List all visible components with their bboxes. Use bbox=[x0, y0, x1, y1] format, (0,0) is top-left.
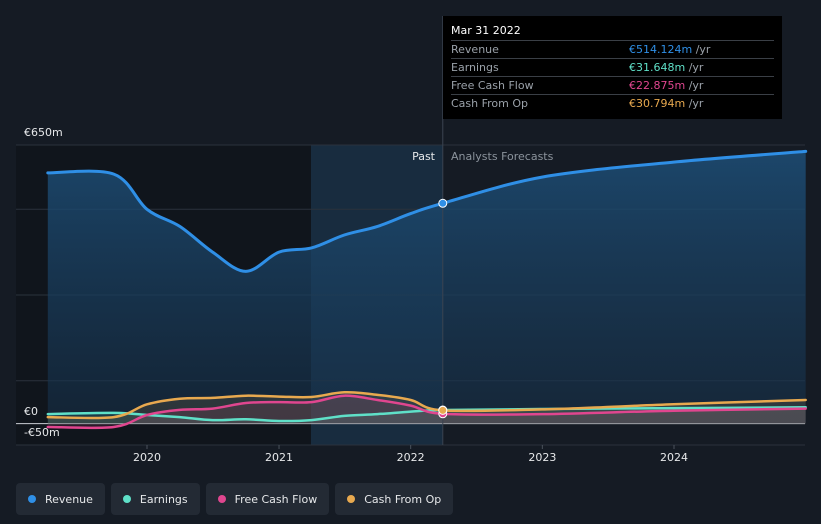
tooltip-row-unit: /yr bbox=[688, 79, 704, 92]
y-axis-zero-label: €0 bbox=[24, 405, 38, 418]
legend-dot-icon bbox=[28, 495, 36, 503]
legend-item-revenue[interactable]: Revenue bbox=[16, 483, 105, 515]
tooltip-row-cash-from-op: Cash From Op €30.794m /yr bbox=[451, 94, 774, 112]
y-axis-top-label: €650m bbox=[24, 126, 63, 139]
revenue-marker bbox=[438, 198, 448, 208]
tooltip-row-unit: /yr bbox=[688, 97, 704, 110]
tooltip-row-value: €31.648m bbox=[629, 61, 686, 74]
hover-tooltip: Mar 31 2022 Revenue €514.124m /yr Earnin… bbox=[443, 16, 782, 119]
legend-label: Earnings bbox=[139, 492, 188, 506]
tooltip-row-value: €22.875m bbox=[629, 79, 686, 92]
legend-label: Cash From Op bbox=[364, 492, 442, 506]
tooltip-row-label: Revenue bbox=[451, 43, 499, 56]
y-axis-bottom-label: -€50m bbox=[24, 426, 60, 439]
free-cash-flow-line bbox=[46, 394, 807, 430]
legend-item-earnings[interactable]: Earnings bbox=[110, 483, 200, 515]
x-tick-label: 2024 bbox=[660, 451, 688, 464]
series-lines bbox=[46, 149, 808, 430]
tooltip-date: Mar 31 2022 bbox=[451, 24, 521, 37]
cash-from-op-marker bbox=[438, 405, 448, 415]
legend-label: Free Cash Flow bbox=[234, 492, 318, 506]
past-label: Past bbox=[412, 150, 436, 163]
legend: Revenue Earnings Free Cash Flow Cash Fro… bbox=[16, 483, 454, 515]
tooltip-row-value: €514.124m bbox=[629, 43, 693, 56]
revenue-area bbox=[47, 151, 806, 424]
x-axis-ticks: 2020 2021 2022 2023 2024 bbox=[133, 445, 688, 464]
legend-item-free-cash-flow[interactable]: Free Cash Flow bbox=[205, 483, 330, 515]
tooltip-row-label: Free Cash Flow bbox=[451, 79, 534, 92]
cash-from-op-line bbox=[46, 390, 807, 420]
x-tick-label: 2021 bbox=[265, 451, 293, 464]
tooltip-row-value: €30.794m bbox=[629, 97, 686, 110]
tooltip-row-earnings: Earnings €31.648m /yr bbox=[451, 58, 774, 76]
legend-item-cash-from-op[interactable]: Cash From Op bbox=[335, 483, 454, 515]
legend-dot-icon bbox=[217, 495, 226, 503]
legend-dot-icon bbox=[347, 495, 356, 503]
tooltip-row-unit: /yr bbox=[695, 43, 711, 56]
revenue-line bbox=[46, 149, 808, 273]
tooltip-row-free-cash-flow: Free Cash Flow €22.875m /yr bbox=[451, 76, 774, 94]
x-tick-label: 2020 bbox=[133, 451, 161, 464]
tooltip-row-revenue: Revenue €514.124m /yr bbox=[451, 40, 774, 58]
legend-label: Revenue bbox=[45, 492, 93, 506]
tooltip-row-label: Cash From Op bbox=[451, 97, 529, 110]
forecast-label: Analysts Forecasts bbox=[451, 150, 554, 163]
tooltip-row-label: Earnings bbox=[451, 61, 499, 74]
tooltip-row-unit: /yr bbox=[688, 61, 704, 74]
x-tick-label: 2022 bbox=[397, 451, 425, 464]
legend-dot-icon bbox=[122, 495, 131, 503]
hover-markers bbox=[438, 198, 448, 419]
x-tick-label: 2023 bbox=[528, 451, 556, 464]
